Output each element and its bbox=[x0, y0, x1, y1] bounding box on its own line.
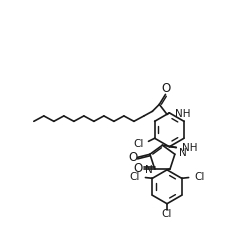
Text: NH: NH bbox=[182, 143, 197, 153]
Text: O: O bbox=[133, 162, 142, 175]
Text: Cl: Cl bbox=[130, 172, 140, 182]
Text: NH: NH bbox=[175, 109, 190, 119]
Text: N: N bbox=[180, 148, 187, 158]
Text: N: N bbox=[145, 165, 153, 175]
Text: O: O bbox=[162, 82, 171, 95]
Text: Cl: Cl bbox=[133, 139, 144, 149]
Text: Cl: Cl bbox=[162, 209, 172, 219]
Text: Cl: Cl bbox=[194, 172, 204, 182]
Text: O: O bbox=[128, 151, 138, 164]
